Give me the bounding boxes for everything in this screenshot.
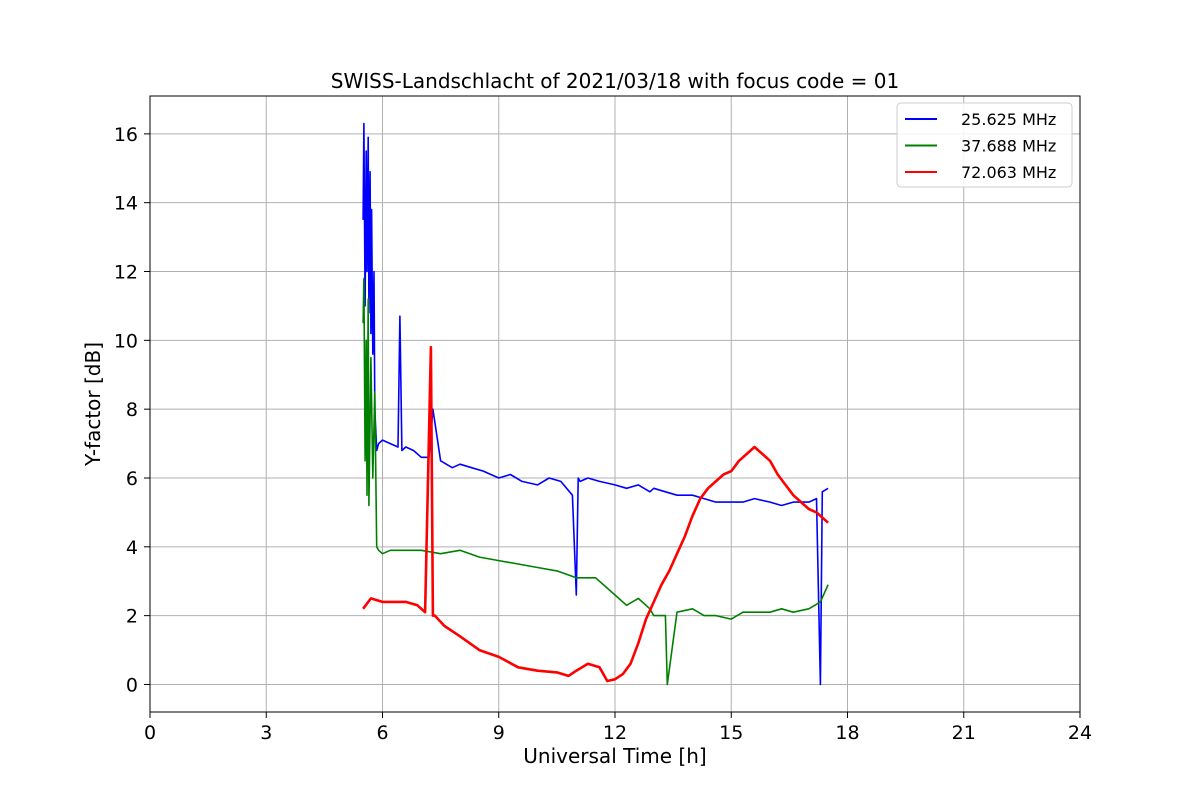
legend-label-1: 25.625 MHz xyxy=(961,110,1056,129)
x-tick-label: 3 xyxy=(260,722,272,744)
y-tick-label: 4 xyxy=(126,537,138,559)
y-tick-label: 12 xyxy=(114,262,138,284)
y-tick-label: 14 xyxy=(114,193,138,215)
series-line-1 xyxy=(362,122,829,686)
x-tick-label: 0 xyxy=(144,722,156,744)
y-tick-label: 8 xyxy=(126,399,138,421)
x-tick-label: 15 xyxy=(719,722,743,744)
series-line-3 xyxy=(362,345,829,683)
legend: 25.625 MHz 37.688 MHz 72.063 MHz xyxy=(896,102,1073,188)
series-line-2 xyxy=(362,277,829,686)
x-tick-label: 9 xyxy=(493,722,505,744)
legend-label-3: 72.063 MHz xyxy=(961,163,1056,182)
x-tick-label: 24 xyxy=(1068,722,1092,744)
y-tick-label: 6 xyxy=(126,468,138,490)
y-axis-label: Y-factor [dB] xyxy=(81,342,105,467)
x-tick-label: 21 xyxy=(952,722,976,744)
y-tick-label: 16 xyxy=(114,124,138,146)
series-lines xyxy=(362,122,829,686)
x-tick-label: 12 xyxy=(603,722,627,744)
y-tick-label: 2 xyxy=(126,606,138,628)
legend-label-2: 37.688 MHz xyxy=(961,137,1056,156)
x-tick-label: 18 xyxy=(835,722,859,744)
chart-title: SWISS-Landschlacht of 2021/03/18 with fo… xyxy=(331,69,899,93)
legend-box xyxy=(896,102,1073,188)
x-tick-label: 6 xyxy=(376,722,388,744)
y-tick-label: 0 xyxy=(126,674,138,696)
x-axis-label: Universal Time [h] xyxy=(523,744,706,768)
y-tick-label: 10 xyxy=(114,330,138,352)
